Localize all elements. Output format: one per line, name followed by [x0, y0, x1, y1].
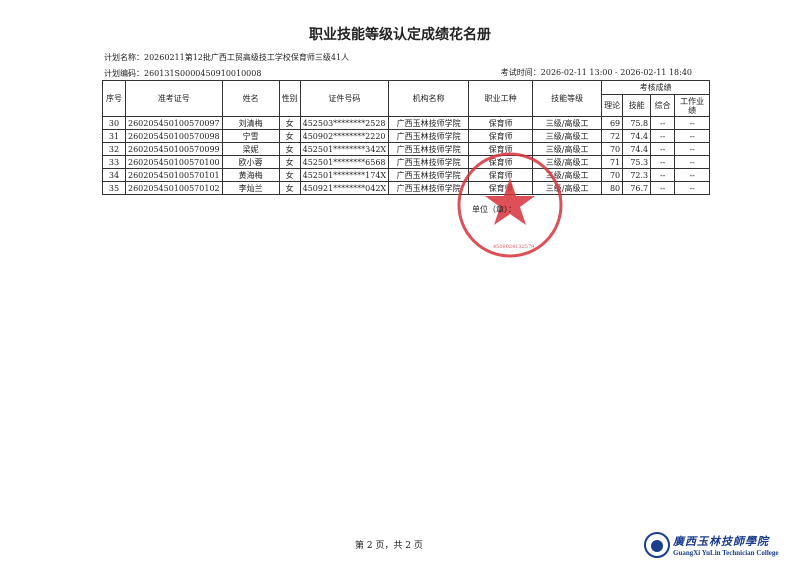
table-row: 34 260205450100570101 黄海梅女 452501********17… [102, 168, 711, 182]
cell-skill: 75.8 [622, 116, 652, 130]
cell-overall: -- [650, 116, 676, 130]
college-logo: 廣西玉林技師學院 GuangXi YuLin Technician Colleg… [644, 532, 778, 558]
header-theory: 理论 [601, 94, 624, 117]
cell-gender: 女 [278, 116, 301, 130]
table-row: 30 260205450100570097 刘清梅女 452503********25… [102, 116, 711, 130]
college-name-en: GuangXi YuLin Technician College [673, 549, 779, 557]
cell-ticket: 260205450100570098 [125, 129, 223, 143]
cell-work: -- [674, 129, 711, 143]
cell-gender: 女 [278, 142, 301, 156]
header-job: 职业工种 [468, 80, 534, 117]
cell-id: 452503********2528 [299, 116, 390, 130]
table-row: 32 260205450100570099 梁妮女 452501********342… [102, 142, 711, 156]
cell-work: -- [674, 181, 711, 195]
seal-label: 单位（章）： [472, 205, 516, 214]
cell-name: 宁雪 [221, 129, 280, 143]
cell-org: 广西玉林技师学院 [388, 129, 470, 143]
cell-level: 三级/高级工 [532, 129, 603, 143]
cell-seq: 31 [102, 129, 126, 143]
cell-skill: 74.4 [622, 142, 652, 156]
cell-work: -- [674, 142, 711, 156]
cell-ticket: 260205450100570101 [125, 168, 223, 182]
cell-theory: 72 [601, 129, 624, 143]
header-skill: 技能 [622, 94, 652, 117]
header-ticket: 准考证号 [125, 80, 223, 117]
cell-name: 刘清梅 [221, 116, 280, 130]
header-org: 机构名称 [388, 80, 470, 117]
cell-id: 452501********6568 [299, 155, 390, 169]
cell-theory: 70 [601, 142, 624, 156]
header-scores: 考核成绩 [601, 80, 711, 95]
cell-overall: -- [650, 181, 676, 195]
header-name: 姓名 [221, 80, 280, 117]
plan-code: 计划编码：260131S0000450910010008 [104, 69, 262, 78]
cell-seq: 35 [102, 181, 126, 195]
cell-work: -- [674, 168, 711, 182]
table-row: 31 260205450100570098 宁雪女 450902********222… [102, 129, 711, 143]
cell-skill: 76.7 [622, 181, 652, 195]
cell-work: -- [674, 116, 711, 130]
cell-overall: -- [650, 155, 676, 169]
plan-name: 计划名称：20260211第12批广西工贸高级技工学校保育师三级41人 [104, 53, 350, 62]
cell-theory: 80 [601, 181, 624, 195]
college-name: 廣西玉林技師學院 [673, 535, 769, 548]
header-seq: 序号 [102, 80, 126, 117]
cell-name: 梁妮 [221, 142, 280, 156]
cell-gender: 女 [278, 155, 301, 169]
cell-ticket: 260205450100570100 [125, 155, 223, 169]
cell-overall: -- [650, 142, 676, 156]
official-seal: 4509024132579 [457, 152, 563, 258]
page-number: 第 2 页，共 2 页 [355, 541, 423, 551]
cell-skill: 72.3 [622, 168, 652, 182]
cell-id: 450921********042X [299, 181, 390, 195]
header-gender: 性别 [278, 80, 301, 117]
cell-id: 450902********2220 [299, 129, 390, 143]
exam-time: 考试时间：2026-02-11 13:00 - 2026-02-11 18:40 [500, 68, 692, 77]
table-row: 33 260205450100570100 欧小蓉女 452501********65… [102, 155, 711, 169]
page-title: 职业技能等级认定成绩花名册 [309, 27, 491, 43]
cell-theory: 70 [601, 168, 624, 182]
cell-job: 保育师 [468, 129, 534, 143]
cell-seq: 34 [102, 168, 126, 182]
cell-skill: 74.4 [622, 129, 652, 143]
score-table: 序号 准考证号 姓名 性别 证件号码 机构名称 职业工种 技能等级 考核成绩 理… [102, 80, 711, 195]
cell-overall: -- [650, 129, 676, 143]
cell-id: 452501********174X [299, 168, 390, 182]
cell-theory: 71 [601, 155, 624, 169]
cell-level: 三级/高级工 [532, 181, 603, 195]
cell-name: 欧小蓉 [221, 155, 280, 169]
cell-name: 李灿兰 [221, 181, 280, 195]
cell-seq: 32 [102, 142, 126, 156]
table-row: 35 260205450100570102 李灿兰女 450921********04… [102, 181, 711, 195]
cell-name: 黄海梅 [221, 168, 280, 182]
cell-ticket: 260205450100570102 [125, 181, 223, 195]
cell-ticket: 260205450100570099 [125, 142, 223, 156]
cell-theory: 69 [601, 116, 624, 130]
header-level: 技能等级 [532, 80, 603, 117]
cell-id: 452501********342X [299, 142, 390, 156]
cell-level: 三级/高级工 [532, 116, 603, 130]
cell-gender: 女 [278, 129, 301, 143]
cell-overall: -- [650, 168, 676, 182]
seal-number: 4509024132579 [493, 244, 534, 250]
cell-job: 保育师 [468, 116, 534, 130]
college-emblem-icon [644, 532, 670, 558]
cell-seq: 33 [102, 155, 126, 169]
cell-gender: 女 [278, 168, 301, 182]
cell-seq: 30 [102, 116, 126, 130]
cell-gender: 女 [278, 181, 301, 195]
header-work: 工作业绩 [674, 94, 711, 117]
cell-org: 广西玉林技师学院 [388, 116, 470, 130]
header-id: 证件号码 [299, 80, 390, 117]
cell-work: -- [674, 155, 711, 169]
cell-skill: 75.3 [622, 155, 652, 169]
header-overall: 综合 [650, 94, 676, 117]
cell-ticket: 260205450100570097 [125, 116, 223, 130]
